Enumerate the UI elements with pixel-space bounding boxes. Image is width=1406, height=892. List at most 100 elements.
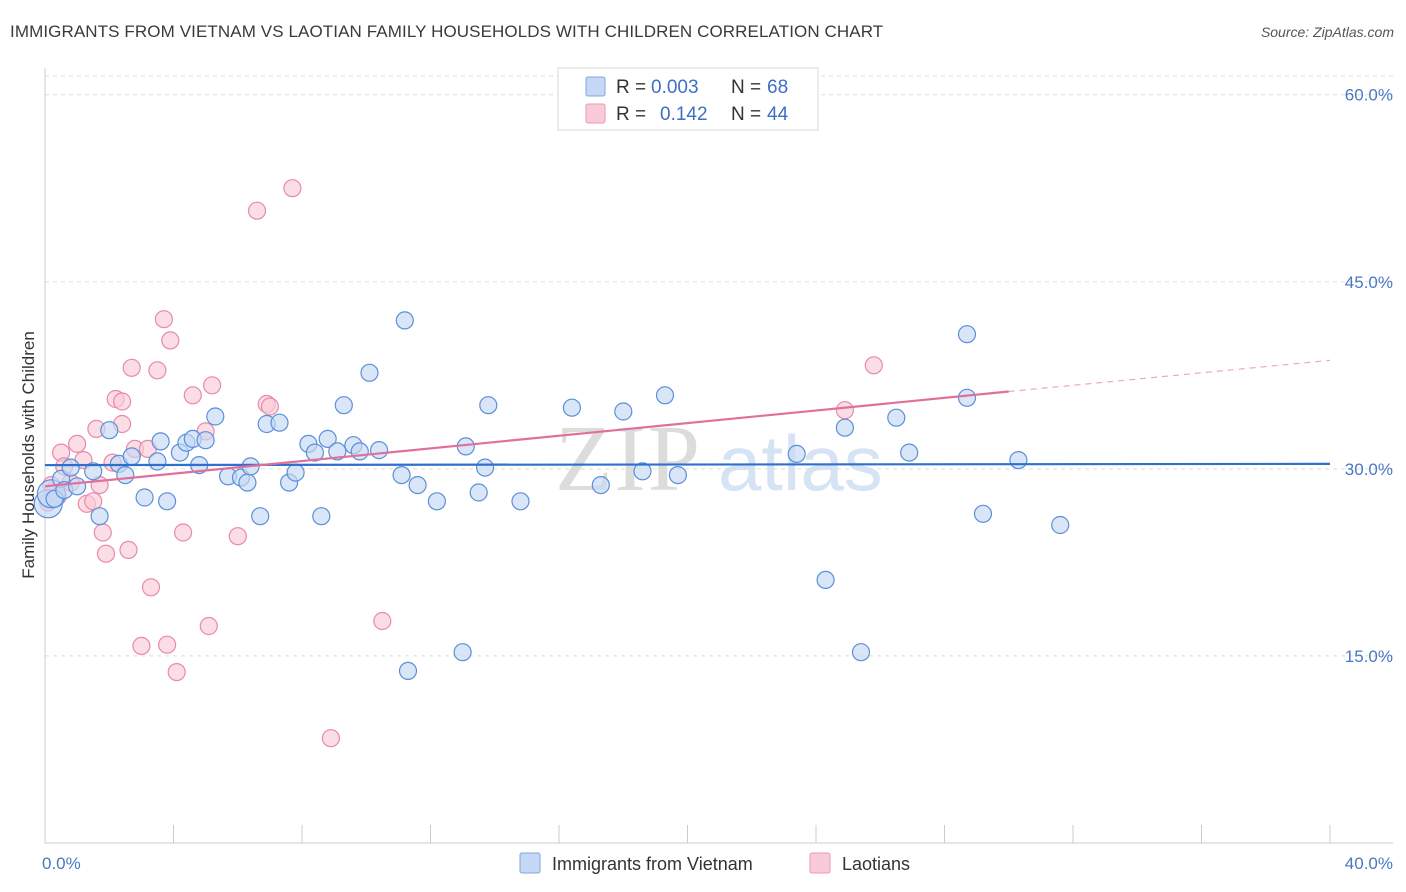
point-vietnam-69 (1051, 515, 1070, 535)
point-vietnam-14 (148, 452, 167, 471)
legend-r-label-vietnam: R = (616, 77, 646, 98)
source-credit: Source: ZipAtlas.com (1260, 24, 1394, 40)
trend-lines (44, 359, 1331, 488)
point-laotians-5 (67, 434, 87, 453)
point-vietnam-40 (360, 363, 379, 382)
point-vietnam-46 (427, 492, 446, 511)
legend-r-label-laotians: R = (616, 104, 646, 125)
point-laotians-29 (183, 386, 202, 405)
point-vietnam-8 (90, 507, 109, 526)
trend-line-laotians-extension (1008, 359, 1331, 393)
point-vietnam-25 (238, 473, 257, 492)
point-vietnam-12 (122, 447, 141, 466)
point-vietnam-60 (816, 570, 835, 590)
point-vietnam-67 (973, 504, 993, 523)
axes (44, 68, 1393, 844)
legend-swatch-laotians (585, 103, 606, 124)
point-vietnam-34 (312, 507, 331, 526)
legend-swatch-vietnam (585, 76, 606, 97)
point-laotians-25 (158, 635, 177, 654)
point-vietnam-66 (957, 388, 977, 407)
point-vietnam-57 (655, 386, 675, 405)
point-laotians-39 (373, 611, 392, 631)
point-vietnam-52 (511, 492, 530, 511)
point-laotians-24 (154, 310, 173, 329)
point-vietnam-49 (469, 483, 488, 502)
point-vietnam-9 (100, 421, 119, 440)
point-laotians-38 (321, 729, 340, 748)
point-vietnam-62 (851, 643, 871, 662)
legend-r-value-vietnam: 0.003 (651, 77, 699, 98)
point-vietnam-33 (305, 443, 324, 462)
point-vietnam-29 (270, 413, 289, 432)
y-tick-label-15: 15.0% (1345, 647, 1393, 666)
point-vietnam-56 (633, 462, 652, 481)
point-laotians-31 (199, 616, 218, 636)
point-laotians-32 (203, 376, 222, 395)
legend-n-value-laotians: 44 (767, 104, 789, 125)
point-vietnam-61 (835, 418, 855, 437)
watermark-atlas: atlas (718, 419, 883, 507)
point-laotians-23 (148, 361, 167, 380)
point-vietnam-6 (67, 477, 87, 496)
point-vietnam-22 (206, 407, 225, 426)
legend-n-value-vietnam: 68 (767, 77, 788, 98)
point-vietnam-64 (900, 443, 919, 462)
point-vietnam-5 (61, 458, 80, 477)
point-vietnam-13 (135, 488, 154, 507)
series-vietnam (33, 311, 1070, 681)
point-vietnam-58 (668, 466, 688, 485)
bottom-legend-swatch-laotians (809, 852, 831, 874)
point-vietnam-11 (116, 466, 135, 485)
point-vietnam-45 (395, 311, 414, 330)
point-vietnam-53 (562, 398, 582, 417)
point-vietnam-39 (350, 442, 369, 461)
point-vietnam-15 (151, 432, 170, 451)
point-vietnam-63 (887, 408, 906, 427)
bottom-legend-label-laotians: Laotians (842, 854, 910, 874)
watermark: ZIP atlas (555, 407, 883, 511)
point-vietnam-51 (479, 396, 498, 415)
legend-n-label-vietnam: N = (731, 77, 761, 98)
point-vietnam-41 (370, 441, 389, 460)
point-vietnam-44 (408, 476, 427, 495)
y-tick-label-30: 30.0% (1345, 460, 1393, 479)
point-laotians-36 (260, 397, 279, 416)
point-laotians-11 (93, 523, 112, 542)
point-vietnam-59 (787, 444, 806, 463)
point-laotians-34 (247, 201, 267, 220)
y-tick-label-45: 45.0% (1345, 273, 1393, 292)
point-laotians-20 (132, 636, 151, 656)
point-laotians-27 (167, 662, 186, 682)
point-vietnam-31 (286, 463, 305, 482)
point-laotians-15 (112, 392, 132, 411)
point-laotians-17 (119, 540, 138, 560)
bottom-legend-label-vietnam: Immigrants from Vietnam (552, 854, 753, 874)
point-vietnam-36 (328, 442, 347, 461)
x-tick-label-max: 40.0% (1345, 854, 1393, 873)
point-vietnam-48 (453, 643, 472, 662)
point-vietnam-7 (84, 462, 103, 481)
legend-n-label-laotians: N = (731, 104, 761, 125)
trend-line-vietnam (44, 462, 1331, 467)
point-laotians-37 (283, 179, 302, 198)
chart-title: IMMIGRANTS FROM VIETNAM VS LAOTIAN FAMIL… (10, 22, 884, 41)
y-axis-title: Family Households with Children (19, 331, 38, 579)
point-vietnam-50 (476, 458, 495, 477)
trend-line-laotians (44, 390, 1009, 488)
point-vietnam-27 (251, 507, 270, 526)
x-tick-label-min: 0.0% (42, 854, 81, 873)
point-vietnam-55 (614, 402, 633, 421)
point-laotians-18 (122, 358, 141, 377)
point-laotians-12 (96, 544, 116, 563)
point-vietnam-16 (158, 492, 177, 511)
point-laotians-41 (864, 356, 883, 375)
point-laotians-22 (141, 578, 161, 597)
top-legend: R = 0.003 N = 68 R = 0.142 N = 44 (557, 67, 819, 131)
y-tick-label-60: 60.0% (1345, 86, 1393, 105)
legend-r-value-laotians: 0.142 (660, 104, 708, 125)
point-vietnam-68 (1009, 451, 1028, 470)
point-vietnam-54 (591, 476, 610, 495)
bottom-legend: Immigrants from Vietnam Laotians (519, 852, 910, 874)
point-vietnam-65 (957, 325, 977, 344)
